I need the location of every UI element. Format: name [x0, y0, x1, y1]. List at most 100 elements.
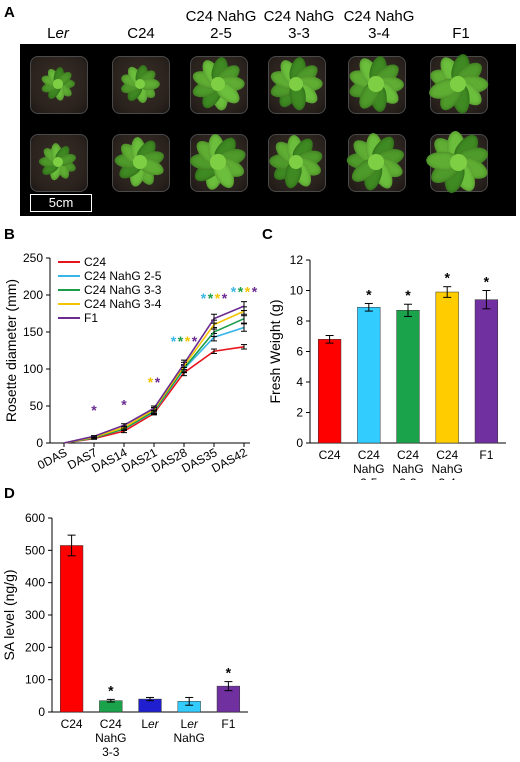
y-tick-label: 100 [25, 673, 45, 687]
y-tick-label: 200 [25, 640, 45, 654]
y-tick-label: 0 [296, 436, 303, 450]
x-tick-label: C24 [319, 448, 341, 462]
x-tick-label: NahG [353, 462, 384, 476]
y-tick-label: 500 [25, 543, 45, 557]
y-tick-label: 6 [296, 345, 303, 359]
significance-star: * [245, 283, 251, 299]
legend-label: F1 [84, 311, 98, 325]
y-tick-label: 150 [23, 325, 43, 339]
rosette-center [368, 154, 384, 170]
x-tick-label: NahG [392, 462, 423, 476]
x-tick-label: 3-3 [102, 745, 120, 759]
significance-star: * [192, 333, 198, 349]
rosette-center [133, 155, 147, 169]
genotype-label-line2: Ler [47, 25, 69, 42]
y-tick-label: 600 [25, 511, 45, 525]
x-tick-label: C24 [100, 717, 122, 731]
significance-star: * [185, 333, 191, 349]
plant-photo: 5cm [20, 44, 516, 216]
panel-label-a: A [4, 4, 15, 21]
panel-label-c: C [262, 226, 273, 243]
significance-star: * [238, 283, 244, 299]
legend-label: C24 NahG 3-4 [84, 297, 162, 311]
rosette-center [288, 154, 304, 170]
x-tick-label: C24 [436, 448, 458, 462]
series-line [63, 346, 245, 444]
genotype-label-line1: C24 NahG [343, 8, 415, 25]
x-tick-label: F1 [221, 717, 235, 731]
rosette-diameter-chart: 0501001502002500DASDAS7DAS14DAS21DAS28DA… [3, 251, 258, 476]
genotype-label-line1 [101, 8, 181, 25]
significance-star: * [252, 283, 258, 299]
genotype-label: C24 NahG 3-3 [259, 8, 339, 42]
significance-star: * [155, 374, 161, 390]
x-tick-label: C24 [397, 448, 419, 462]
y-axis-label: Fresh Weight (g) [267, 300, 283, 404]
y-tick-label: 8 [296, 314, 303, 328]
rosette-center [449, 75, 467, 93]
significance-star: * [148, 374, 154, 390]
bar [474, 299, 499, 444]
y-tick-label: 0 [36, 436, 43, 450]
bar [317, 339, 342, 444]
significance-star: * [484, 274, 490, 290]
significance-star: * [108, 682, 114, 698]
significance-star: * [444, 270, 450, 286]
significance-star: * [201, 290, 207, 306]
sa-level-chart: 0 100 200 300 400 500 600 SA level (ng/g) C24 * C2… [1, 511, 248, 759]
x-tick-label: Ler [181, 717, 199, 731]
significance-star: * [405, 287, 411, 303]
bar [357, 307, 381, 444]
significance-star: * [231, 283, 237, 299]
y-tick-label: 2 [296, 406, 303, 420]
rosette-center [52, 156, 64, 168]
legend-label: C24 [84, 255, 106, 269]
rosette-center [210, 76, 226, 92]
x-tick-label: 3-3 [399, 476, 417, 480]
y-tick-label: 300 [25, 608, 45, 622]
y-tick-label: 0 [38, 705, 45, 719]
genotype-label-line2: 3-4 [368, 25, 390, 42]
genotype-label: Ler [18, 8, 98, 42]
significance-star: * [208, 290, 214, 306]
y-tick-label: 250 [23, 251, 43, 265]
panel-label-b: B [4, 226, 15, 243]
rosette-center [134, 78, 146, 90]
y-tick-label: 400 [25, 576, 45, 590]
y-tick-label: 10 [290, 284, 304, 298]
significance-star: * [226, 665, 232, 681]
x-tick-label: C24 [358, 448, 380, 462]
x-tick-label: NahG [432, 462, 463, 476]
x-tick-label: C24 [61, 717, 83, 731]
x-tick-label: NahG [95, 731, 126, 745]
genotype-label-line2: F1 [452, 25, 470, 42]
genotype-label: C24 NahG 3-4 [339, 8, 419, 42]
genotype-label-line2: C24 [127, 25, 155, 42]
legend-label: C24 NahG 3-3 [84, 283, 162, 297]
x-tick-label: NahG [174, 731, 205, 745]
significance-star: * [121, 397, 127, 413]
scale-bar: 5cm [30, 194, 92, 212]
x-tick-label: DAS42 [209, 445, 249, 475]
rosette-center [288, 76, 304, 92]
y-tick-label: 200 [23, 288, 43, 302]
genotype-label-line1: C24 NahG [185, 8, 257, 25]
x-tick-label: 2-5 [360, 476, 378, 480]
significance-star: * [178, 333, 184, 349]
genotype-label-line1: C24 NahG [263, 8, 335, 25]
bar [59, 545, 84, 713]
y-axis-label: SA level (ng/g) [1, 569, 17, 660]
bar [435, 291, 459, 444]
genotype-label: F1 [421, 8, 501, 42]
significance-star: * [91, 402, 97, 418]
genotype-label-line2: 3-3 [288, 25, 310, 42]
x-tick-label: 3-4 [439, 476, 457, 480]
rosette-center [368, 76, 384, 92]
genotype-label-line1 [421, 8, 501, 25]
panel-label-d: D [4, 485, 15, 502]
significance-star: * [222, 290, 228, 306]
x-tick-label: Ler [141, 717, 159, 731]
genotype-label: C24 NahG 2-5 [181, 8, 261, 42]
significance-star: * [366, 286, 372, 302]
